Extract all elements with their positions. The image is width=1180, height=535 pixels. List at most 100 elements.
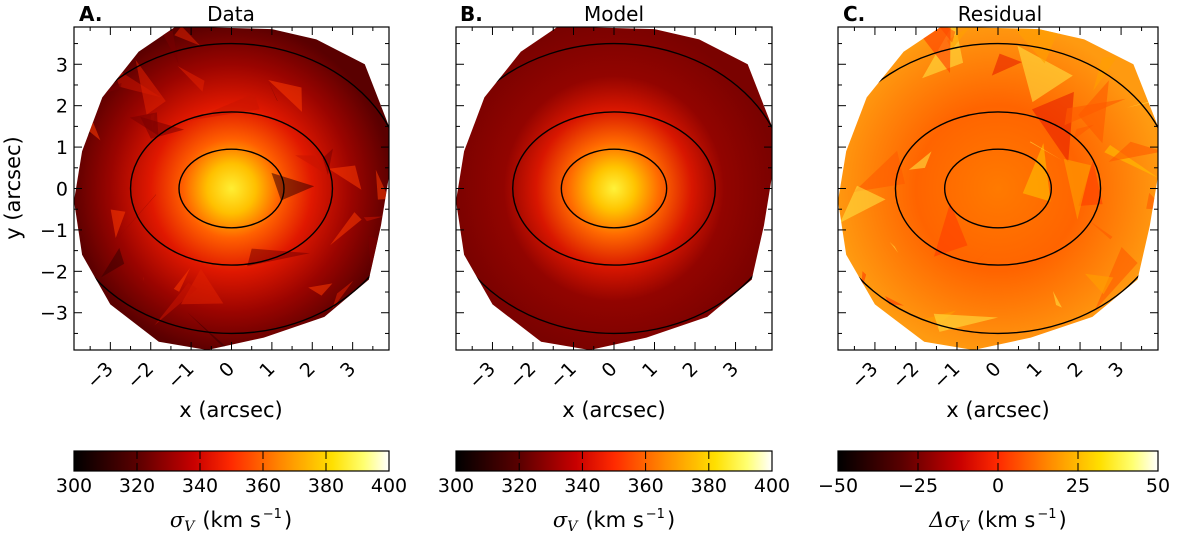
x-tick-label: −3 — [83, 358, 118, 393]
panel-residual: −3 −2 −1 0 1 2 3 C. Residual x (arcsec) — [837, 2, 1159, 422]
isophote-contour-2 — [894, 111, 1102, 266]
map-texture-patch — [181, 268, 224, 305]
colorbar-tick-label: 400 — [371, 475, 407, 497]
colorbar-ticks: 300 320 340 360 380 400 — [56, 451, 407, 497]
map-texture-patch — [91, 297, 104, 315]
y-tick-label: 3 — [56, 54, 68, 76]
colorbar-label: σV (km s −1) — [170, 507, 292, 535]
heatmap-data — [74, 27, 389, 350]
map-texture-patch — [1126, 101, 1151, 108]
map-texture-patch — [1053, 27, 1090, 39]
map-texture-patch — [368, 236, 389, 275]
map-texture-patch — [101, 248, 125, 278]
map-texture-patch — [1052, 291, 1062, 308]
colorbar-tick-label: 360 — [245, 475, 281, 497]
colorbar-tick-label: 25 — [1066, 475, 1090, 497]
map-texture-patch — [1094, 247, 1138, 311]
map-texture-patch — [934, 202, 968, 257]
colorbar-data: 300 320 340 360 380 400 σV (km s −1) — [56, 450, 407, 535]
x-tick-label: −2 — [123, 358, 158, 393]
map-texture-patch — [1029, 141, 1062, 161]
map-texture-patch — [871, 133, 883, 141]
map-texture-patch — [1017, 45, 1073, 103]
colorbar-tick-label: −25 — [898, 475, 938, 497]
x-tick-label: 2 — [1063, 358, 1087, 382]
colorbar-residual: −50 −25 0 25 50 ΔσV (km s −1) — [818, 450, 1170, 535]
x-tick-label: −2 — [505, 358, 540, 393]
map-texture-patch — [341, 332, 377, 348]
y-tick-label: 0 — [56, 179, 68, 201]
panel-title: Residual — [958, 2, 1042, 26]
isophote-contour-2 — [129, 111, 334, 266]
colorbar-tick-label: 0 — [992, 475, 1004, 497]
x-tick-label: −2 — [888, 358, 923, 393]
isophote-contour-3 — [838, 42, 1158, 335]
colorbar-tick-label: 50 — [1146, 475, 1170, 497]
map-texture-patch — [140, 116, 185, 139]
isophote-contour-1 — [178, 148, 285, 229]
x-tick-label: 0 — [981, 358, 1005, 382]
colorbar-tick-label: 300 — [56, 475, 92, 497]
map-texture-patch — [1078, 80, 1109, 144]
map-texture-patch — [268, 81, 278, 102]
x-tick-label: 2 — [296, 358, 320, 382]
map-texture-patch — [154, 282, 198, 326]
y-tick-label: −3 — [40, 303, 68, 325]
colorbar-tick-label: 380 — [691, 475, 727, 497]
colorbar-label: ΔσV (km s −1) — [928, 507, 1066, 535]
colorbar-ticks: −50 −25 0 25 50 — [818, 451, 1170, 497]
colorbar-tick-label: 320 — [501, 475, 537, 497]
isophote-contour-1 — [560, 148, 668, 229]
isophote-contour-3 — [74, 42, 389, 335]
map-texture-patch — [1066, 328, 1113, 344]
map-texture-patch — [1032, 91, 1074, 163]
x-tick-label: 3 — [1105, 358, 1129, 382]
isophote-contour-1 — [943, 148, 1053, 229]
map-texture-patch — [991, 53, 1022, 76]
map-texture-patch — [322, 148, 333, 175]
x-tick-label: −1 — [546, 358, 581, 393]
x-tick-label: 0 — [215, 358, 239, 382]
map-texture-patch — [187, 312, 226, 349]
map-texture-patch — [1108, 141, 1158, 162]
map-texture-patch — [908, 151, 932, 170]
panel-letter: C. — [843, 2, 865, 26]
colorbar-gradient — [455, 450, 773, 472]
map-texture-patch — [375, 169, 389, 200]
y-tick-label: −1 — [40, 220, 68, 242]
y-tick-label: 2 — [56, 96, 68, 118]
y-tick-label: −2 — [40, 261, 68, 283]
map-texture-patch — [177, 66, 205, 92]
isophote-contours — [74, 42, 389, 335]
isophote-contours — [456, 42, 772, 335]
heatmap-model — [456, 27, 772, 350]
map-texture-patch — [308, 283, 333, 296]
map-texture-patch — [344, 317, 364, 334]
panel-title: Model — [584, 2, 644, 26]
colorbar-model: 300 320 340 360 380 400 σV (km s −1) — [438, 450, 790, 535]
map-texture-patch — [74, 68, 92, 84]
x-tick-label: −1 — [163, 358, 198, 393]
colorbar-tick-label: −50 — [818, 475, 858, 497]
isophote-contours — [838, 42, 1158, 335]
x-axis-label: x (arcsec) — [179, 398, 282, 422]
colorbar-tick-label: 340 — [564, 475, 600, 497]
map-texture-patch — [972, 247, 992, 264]
map-texture-patch — [268, 80, 302, 112]
map-texture-patch — [135, 59, 166, 115]
map-texture-patch — [332, 280, 354, 310]
map-texture-patch — [174, 27, 201, 46]
panel-letter: B. — [460, 2, 483, 26]
map-texture-patch — [889, 241, 899, 253]
y-axis-label: y (arcsec) — [1, 136, 25, 239]
x-tick-label: 1 — [638, 358, 662, 382]
colorbar-tick-label: 400 — [754, 475, 790, 497]
map-texture-patch — [328, 165, 362, 190]
map-texture-patch — [363, 216, 384, 222]
map-texture-patch — [840, 185, 886, 223]
isophote-contour-3 — [456, 42, 772, 335]
map-texture-patch — [131, 331, 135, 334]
heatmap-residual — [838, 27, 1158, 350]
